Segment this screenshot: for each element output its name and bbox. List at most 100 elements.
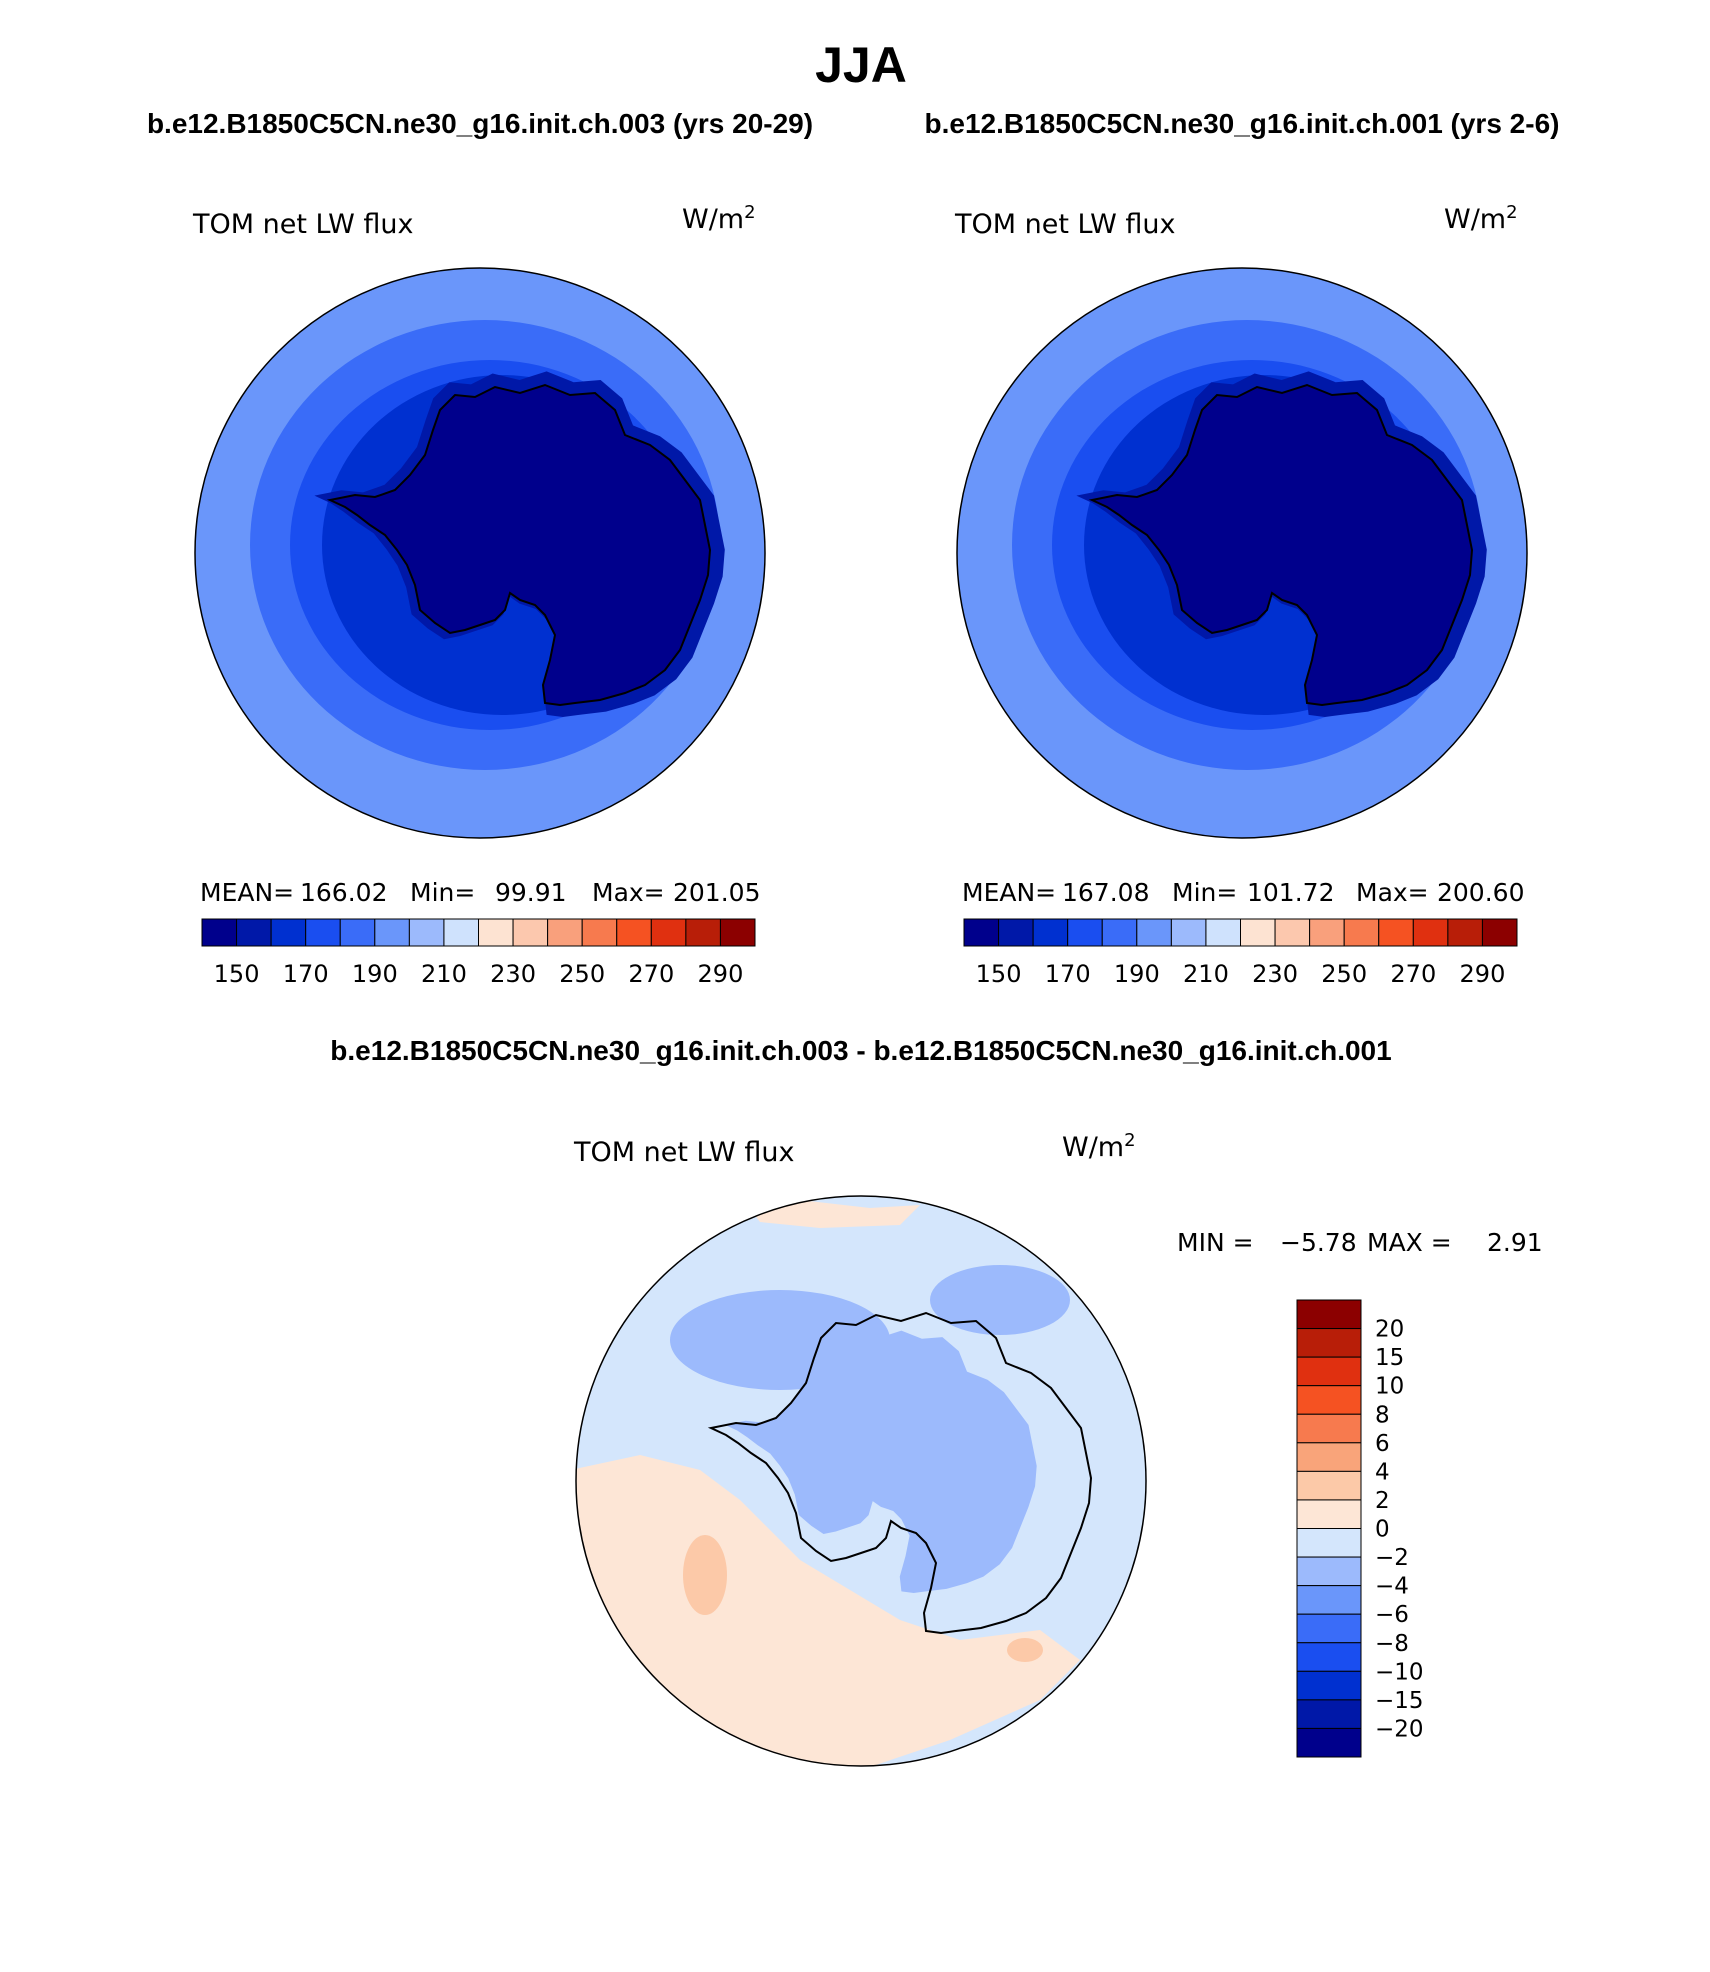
- left-variable-label: TOM net LW flux: [192, 209, 413, 240]
- diff-colorbar-swatch: [1296, 1585, 1362, 1615]
- left-colorbar-tick-label: 190: [352, 960, 398, 988]
- right-colorbar-tick-label: 190: [1114, 960, 1160, 988]
- left-colorbar-swatch: [512, 918, 549, 947]
- right-colorbar-swatch: [1378, 918, 1414, 947]
- diff-min-value: −5.78: [1280, 1228, 1357, 1257]
- diff-colorbar-tick-label: 4: [1375, 1459, 1390, 1485]
- right-colorbar-swatch: [998, 918, 1034, 947]
- diff-panel: TOM net LW flux W/m2 MIN = −5.78 MAX = 2…: [573, 1130, 1543, 1767]
- right-colorbar-tick-label: 230: [1252, 960, 1298, 988]
- diff-colorbar-swatch: [1296, 1642, 1362, 1672]
- diff-band-positive-west: [576, 1455, 1080, 1766]
- right-colorbar-swatch: [963, 918, 1000, 947]
- diff-colorbar-tick-label: −4: [1375, 1574, 1409, 1600]
- right-colorbar-swatch: [1170, 918, 1207, 947]
- right-colorbar-swatch: [1240, 918, 1276, 947]
- right-colorbar-swatch: [1481, 918, 1518, 947]
- left-polar-map: [195, 268, 765, 838]
- left-map-border: [194, 267, 766, 839]
- right-colorbar-tick-label: 170: [1045, 960, 1091, 988]
- left-colorbar-tick-label: 270: [628, 960, 674, 988]
- diff-band-negative-5: [930, 1265, 1070, 1335]
- diff-colorbar-tick-label: −8: [1375, 1631, 1409, 1657]
- right-max-label: Max=: [1356, 878, 1429, 907]
- diff-colorbar-tick-label: −10: [1375, 1659, 1424, 1685]
- figure-title: JJA: [815, 37, 907, 93]
- diff-colorbar-tick-label: −2: [1375, 1545, 1409, 1571]
- diff-units-label: W/m2: [1062, 1130, 1136, 1163]
- diff-colorbar-tick-label: −20: [1375, 1716, 1424, 1742]
- diff-colorbar-swatch: [1296, 1385, 1362, 1415]
- right-colorbar-swatch: [1343, 918, 1380, 947]
- diff-map-border: [575, 1195, 1147, 1767]
- left-stats: MEAN= 166.02 Min= 99.91 Max= 201.05: [200, 878, 760, 907]
- left-colorbar-tick-label: 290: [698, 960, 744, 988]
- diff-polar-map: [576, 1196, 1146, 1766]
- right-colorbar-ticks: 150 170 190 210 230 250 270 290: [976, 960, 1506, 988]
- left-panel-title: b.e12.B1850C5CN.ne30_g16.init.ch.003 (yr…: [147, 108, 813, 139]
- left-colorbar-swatch: [374, 918, 410, 947]
- right-colorbar-swatch: [1136, 918, 1172, 947]
- right-colorbar-tick-label: 250: [1321, 960, 1367, 988]
- left-colorbar-swatch: [685, 918, 721, 947]
- right-mean-label: MEAN=: [962, 878, 1056, 907]
- diff-colorbar-tick-label: 6: [1375, 1431, 1390, 1457]
- left-colorbar-swatch: [443, 918, 479, 947]
- left-colorbar-swatch: [270, 918, 307, 947]
- diff-colorbar-tick-label: 0: [1375, 1517, 1390, 1543]
- left-colorbar-tick-label: 210: [421, 960, 467, 988]
- diff-colorbar-swatch: [1296, 1613, 1362, 1644]
- right-min-label: Min=: [1172, 878, 1237, 907]
- left-colorbar-swatch: [305, 918, 341, 947]
- left-colorbar: [201, 918, 756, 947]
- left-colorbar-swatch: [201, 918, 238, 947]
- left-colorbar-swatch: [650, 918, 687, 947]
- right-map-border: [956, 267, 1528, 839]
- diff-colorbar-swatch: [1296, 1299, 1362, 1330]
- diff-colorbar-tick-label: −6: [1375, 1602, 1409, 1628]
- right-colorbar-swatch: [1309, 918, 1345, 947]
- diff-colorbar-swatch: [1296, 1442, 1362, 1472]
- left-colorbar-tick-label: 170: [283, 960, 329, 988]
- right-max-value: 200.60: [1437, 878, 1524, 907]
- diff-colorbar-swatch: [1296, 1413, 1362, 1444]
- right-polar-map: [957, 268, 1527, 838]
- diff-colorbar-swatch: [1296, 1556, 1362, 1587]
- diff-max-label: MAX =: [1367, 1228, 1452, 1257]
- diff-colorbar-tick-label: 8: [1375, 1402, 1390, 1428]
- right-min-value: 101.72: [1247, 878, 1334, 907]
- diff-stats: MIN = −5.78 MAX = 2.91: [1177, 1228, 1543, 1257]
- left-colorbar-swatch: [616, 918, 652, 947]
- diff-colorbar-swatch: [1296, 1670, 1362, 1701]
- left-max-label: Max=: [592, 878, 665, 907]
- left-mean-label: MEAN=: [200, 878, 294, 907]
- diff-colorbar-swatch: [1296, 1727, 1362, 1758]
- left-colorbar-swatch: [719, 918, 756, 947]
- diff-colorbar-tick-label: 20: [1375, 1317, 1404, 1343]
- left-mean-value: 166.02: [300, 878, 387, 907]
- right-colorbar-swatch: [1447, 918, 1483, 947]
- diff-variable-label: TOM net LW flux: [573, 1137, 794, 1168]
- right-variable-label: TOM net LW flux: [954, 209, 1175, 240]
- left-colorbar-swatch: [236, 918, 272, 947]
- diff-colorbar-tick-label: 2: [1375, 1488, 1390, 1514]
- left-max-value: 201.05: [673, 878, 760, 907]
- left-colorbar-swatch: [581, 918, 618, 947]
- right-stats: MEAN= 167.08 Min= 101.72 Max= 200.60: [962, 878, 1524, 907]
- right-colorbar-swatch: [1101, 918, 1138, 947]
- diff-colorbar-swatch: [1296, 1328, 1362, 1358]
- left-colorbar-ticks: 150 170 190 210 230 250 270 290: [214, 960, 744, 988]
- right-colorbar-swatch: [1205, 918, 1241, 947]
- left-colorbar-tick-label: 250: [559, 960, 605, 988]
- right-colorbar-swatch: [1067, 918, 1103, 947]
- diff-max-value: 2.91: [1487, 1228, 1543, 1257]
- diff-colorbar-tick-label: 10: [1375, 1374, 1404, 1400]
- diff-patch-positive-2: [683, 1535, 727, 1615]
- right-mean-value: 167.08: [1062, 878, 1149, 907]
- diff-colorbar-tick-label: 15: [1375, 1345, 1404, 1371]
- diff-colorbar-swatch: [1296, 1499, 1362, 1529]
- right-colorbar-tick-label: 290: [1460, 960, 1506, 988]
- diff-colorbar-swatch: [1296, 1528, 1362, 1558]
- right-colorbar-tick-label: 210: [1183, 960, 1229, 988]
